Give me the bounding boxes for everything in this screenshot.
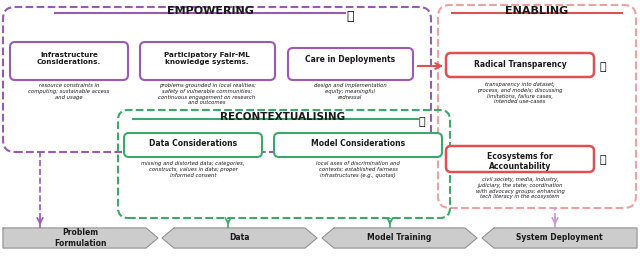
Text: System Deployment: System Deployment	[516, 234, 603, 242]
FancyBboxPatch shape	[140, 42, 275, 80]
FancyBboxPatch shape	[446, 53, 594, 77]
FancyBboxPatch shape	[288, 48, 413, 80]
Text: transparency into dataset,
process, and models; discussing
limitations, failure : transparency into dataset, process, and …	[477, 82, 563, 104]
Text: missing and distorted data; categories,
constructs, values in data; proper
infor: missing and distorted data; categories, …	[141, 161, 244, 178]
Text: 👥: 👥	[346, 10, 354, 23]
Text: ENABLING: ENABLING	[506, 6, 568, 16]
Text: 🎓: 🎓	[419, 117, 426, 127]
Text: Data Considerations: Data Considerations	[149, 139, 237, 148]
Text: civil society, media, industry,
judiciary, the state; coordination
with advocacy: civil society, media, industry, judiciar…	[476, 177, 564, 200]
FancyBboxPatch shape	[274, 133, 442, 157]
FancyBboxPatch shape	[10, 42, 128, 80]
Text: Data: Data	[229, 234, 250, 242]
Polygon shape	[162, 228, 317, 248]
Polygon shape	[322, 228, 477, 248]
Text: 🏛: 🏛	[600, 155, 606, 165]
Text: problems grounded in local realities;
safety of vulnerable communities;
continuo: problems grounded in local realities; sa…	[158, 83, 255, 105]
FancyBboxPatch shape	[124, 133, 262, 157]
Text: EMPOWERING: EMPOWERING	[166, 6, 253, 16]
Text: local axes of discrimination and
contexts; established fairness
infrastructures : local axes of discrimination and context…	[316, 161, 400, 178]
Text: Infrastructure
Considerations.: Infrastructure Considerations.	[37, 52, 101, 65]
Text: Problem
Formulation: Problem Formulation	[54, 228, 107, 248]
Text: Model Considerations: Model Considerations	[311, 139, 405, 148]
Polygon shape	[3, 228, 158, 248]
Text: Ecosystems for
Accountability: Ecosystems for Accountability	[487, 152, 553, 171]
Text: Care in Deployments: Care in Deployments	[305, 55, 395, 64]
Text: RECONTEXTUALISING: RECONTEXTUALISING	[220, 112, 346, 122]
Text: Participatory Fair-ML
knowledge systems.: Participatory Fair-ML knowledge systems.	[164, 52, 250, 65]
Text: 🏦: 🏦	[600, 62, 606, 72]
Text: resource constraints in
computing; sustainable access
and usage: resource constraints in computing; susta…	[28, 83, 109, 100]
Polygon shape	[482, 228, 637, 248]
Text: Model Training: Model Training	[367, 234, 432, 242]
FancyBboxPatch shape	[446, 146, 594, 172]
Text: design and implementation
equity; meaningful
redressal: design and implementation equity; meanin…	[314, 83, 387, 100]
Text: Radical Transparency: Radical Transparency	[474, 60, 566, 69]
